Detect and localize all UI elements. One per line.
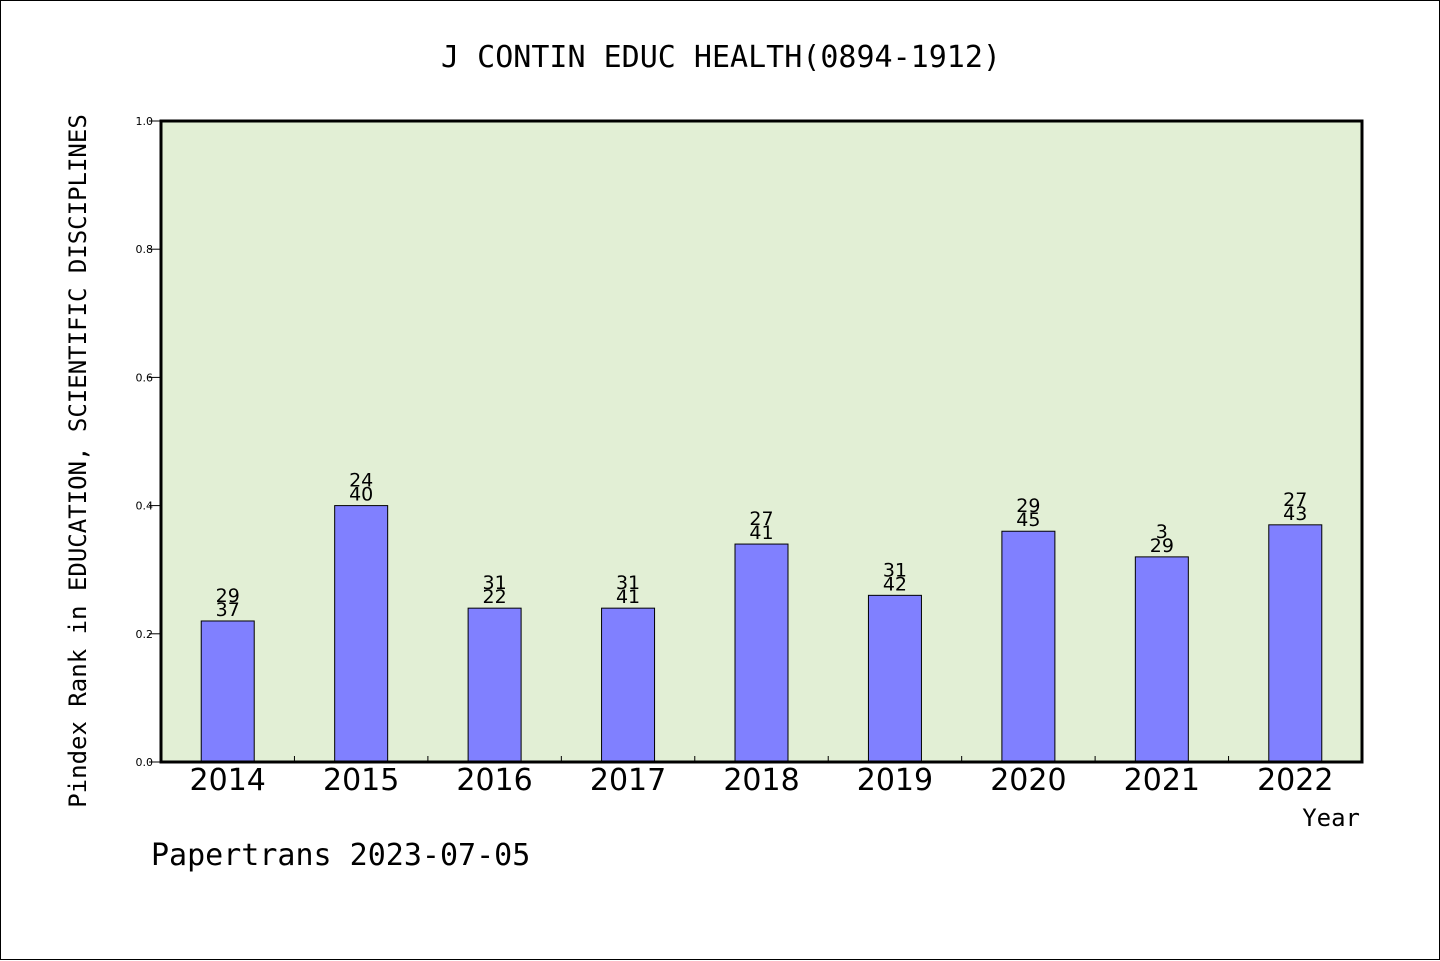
- x-tick-label: 2022: [1257, 763, 1333, 798]
- x-tick-label: 2016: [456, 763, 532, 798]
- bar-label-top: 27: [1283, 489, 1307, 511]
- bar-label-top: 27: [749, 508, 773, 530]
- x-tick-label: 2014: [190, 763, 266, 798]
- bar-label-bottom: 37: [216, 599, 240, 621]
- bar-label-top: 31: [483, 572, 507, 594]
- x-tick-label: 2021: [1124, 763, 1200, 798]
- x-tick-labels: 2014 2015 2016 2017 2018 2019 2020 2021 2022: [190, 763, 1334, 798]
- bar-label-bottom: 22: [483, 586, 507, 608]
- bar-label-bottom: 40: [349, 484, 373, 506]
- bar-2021: [1134, 556, 1189, 763]
- bar-2022: [1268, 524, 1323, 763]
- bar-label-bottom: 42: [883, 573, 907, 595]
- x-tick-label: 2020: [990, 763, 1066, 798]
- bar-label-bottom: 41: [749, 522, 773, 544]
- y-tick-label: 0.4: [136, 500, 154, 513]
- bar-2016: [467, 607, 522, 763]
- x-tick-label: 2019: [857, 763, 933, 798]
- bar-2018: [734, 543, 789, 763]
- bar-label-top: 29: [1016, 495, 1040, 517]
- y-tick-label: 0.8: [136, 243, 154, 256]
- x-tick-label: 2017: [590, 763, 666, 798]
- chart-title: J CONTIN EDUC HEALTH(0894-1912): [441, 40, 1001, 75]
- y-tick-label: 1.0: [136, 115, 154, 128]
- y-axis-label: Pindex Rank in EDUCATION, SCIENTIFIC DIS…: [64, 114, 92, 808]
- bar-label-top: 24: [349, 470, 373, 492]
- y-tick-label: 0.2: [136, 628, 154, 641]
- x-axis-label: Year: [1302, 804, 1360, 832]
- bar-label-bottom: 45: [1016, 509, 1040, 531]
- bar-2014: [200, 620, 255, 763]
- x-tick-label: 2018: [723, 763, 799, 798]
- bar-label-bottom: 43: [1283, 503, 1307, 525]
- bar-label-top: 3: [1156, 521, 1168, 543]
- bar-2020: [1001, 530, 1056, 763]
- plot-border: [159, 119, 1364, 764]
- bar-label-bottom: 41: [616, 586, 640, 608]
- y-tick-label: 0.6: [136, 371, 154, 384]
- bar-2017: [601, 607, 656, 763]
- bar-label-top: 29: [216, 585, 240, 607]
- bar-2015: [334, 505, 389, 763]
- bar-label-bottom: 29: [1150, 535, 1174, 557]
- bar-label-top: 31: [883, 559, 907, 581]
- footer-source: Papertrans 2023-07-05: [151, 838, 530, 873]
- bar-2019: [867, 594, 922, 763]
- x-tick-label: 2015: [323, 763, 399, 798]
- y-tick-label: 0.0: [136, 756, 154, 769]
- bar-label-top: 31: [616, 572, 640, 594]
